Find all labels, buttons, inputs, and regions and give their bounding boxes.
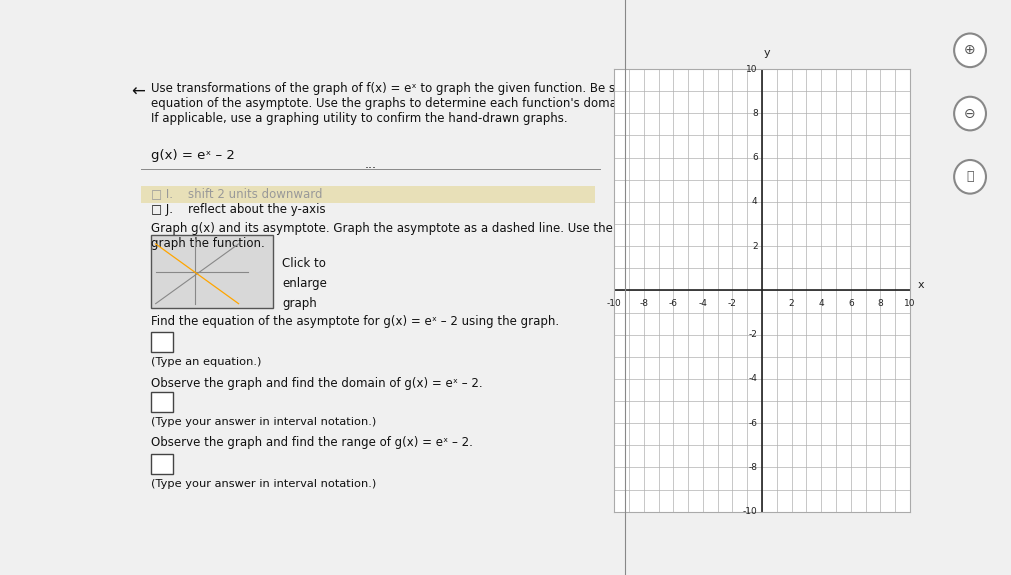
- Text: -8: -8: [748, 463, 757, 472]
- Text: x: x: [917, 280, 924, 290]
- Text: -8: -8: [639, 299, 648, 308]
- Text: -2: -2: [749, 330, 757, 339]
- Bar: [151, 392, 173, 412]
- Text: 2: 2: [789, 299, 795, 308]
- Text: □ J.    reflect about the y-axis: □ J. reflect about the y-axis: [151, 203, 326, 216]
- Text: g(x) = eˣ – 2: g(x) = eˣ – 2: [151, 149, 235, 162]
- Text: 8: 8: [752, 109, 757, 118]
- Text: 4: 4: [818, 299, 824, 308]
- Text: Find the equation of the asymptote for g(x) = eˣ – 2 using the graph.: Find the equation of the asymptote for g…: [151, 315, 559, 328]
- Bar: [151, 454, 173, 474]
- Bar: [141, 186, 594, 203]
- Text: enlarge: enlarge: [282, 277, 328, 290]
- Text: ⧉: ⧉: [967, 170, 974, 183]
- Text: graph: graph: [282, 297, 317, 310]
- Bar: [151, 235, 273, 308]
- Text: Graph g(x) and its asymptote. Graph the asymptote as a dashed line. Use the grap: Graph g(x) and its asymptote. Graph the …: [151, 222, 712, 250]
- Text: 10: 10: [746, 64, 757, 74]
- Text: Observe the graph and find the range of g(x) = eˣ – 2.: Observe the graph and find the range of …: [151, 436, 473, 450]
- Text: 4: 4: [752, 197, 757, 206]
- Text: -4: -4: [749, 374, 757, 384]
- Text: ←: ←: [131, 82, 146, 100]
- Text: 8: 8: [878, 299, 884, 308]
- Text: -6: -6: [748, 419, 757, 428]
- Text: (Type your answer in interval notation.): (Type your answer in interval notation.): [151, 416, 376, 427]
- Text: -4: -4: [699, 299, 708, 308]
- Circle shape: [954, 160, 986, 194]
- Bar: [151, 332, 173, 352]
- Text: y: y: [763, 48, 769, 58]
- Text: 2: 2: [752, 242, 757, 251]
- Text: -2: -2: [728, 299, 737, 308]
- Circle shape: [954, 33, 986, 67]
- Text: □ I.    shift 2 units downward: □ I. shift 2 units downward: [151, 187, 323, 201]
- Text: Use transformations of the graph of f(x) = eˣ to graph the given function. Be su: Use transformations of the graph of f(x)…: [151, 82, 703, 125]
- Text: 10: 10: [904, 299, 916, 308]
- Text: ···: ···: [364, 162, 376, 175]
- Circle shape: [954, 97, 986, 131]
- Text: -10: -10: [607, 299, 622, 308]
- Text: (Type your answer in interval notation.): (Type your answer in interval notation.): [151, 478, 376, 489]
- Text: -10: -10: [743, 507, 757, 516]
- Text: Click to: Click to: [282, 257, 327, 270]
- Text: 6: 6: [752, 153, 757, 162]
- Text: ⊕: ⊕: [964, 43, 976, 58]
- Text: -6: -6: [669, 299, 677, 308]
- Text: 6: 6: [848, 299, 853, 308]
- Text: (Type an equation.): (Type an equation.): [151, 356, 261, 367]
- Text: ⊖: ⊖: [964, 106, 976, 121]
- Text: Observe the graph and find the domain of g(x) = eˣ – 2.: Observe the graph and find the domain of…: [151, 377, 482, 390]
